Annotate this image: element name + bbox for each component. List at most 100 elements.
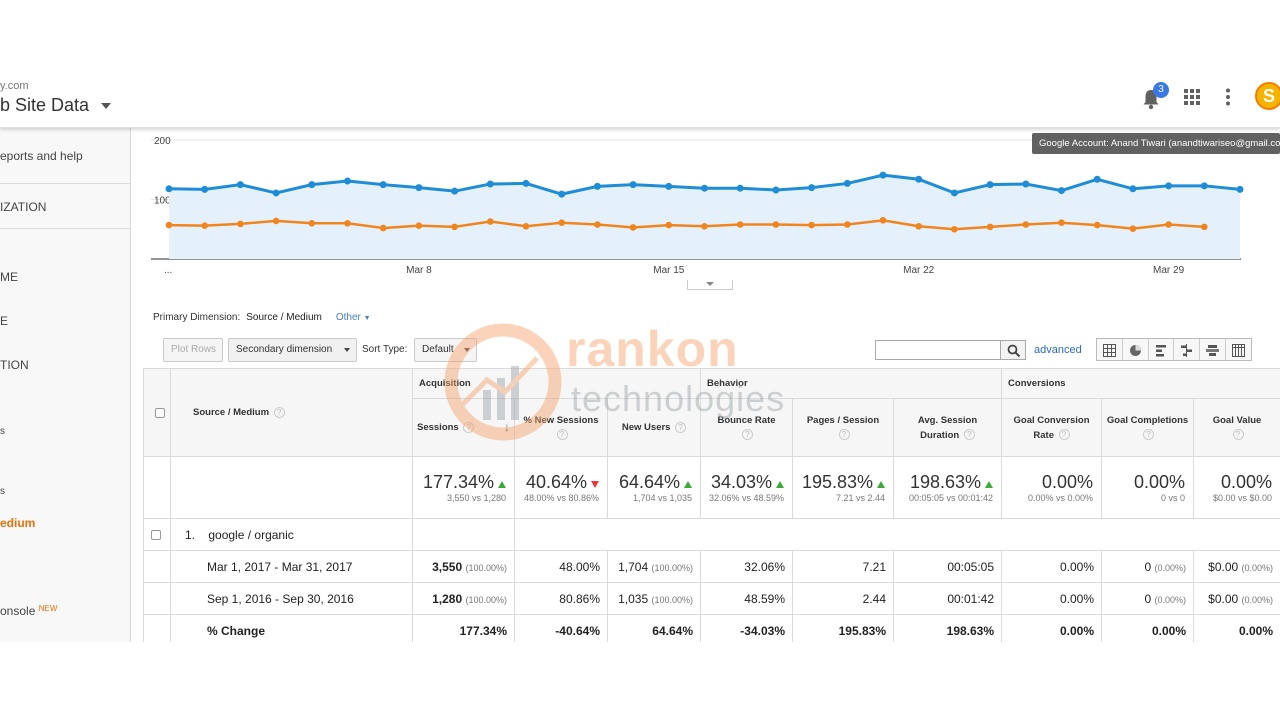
group-row-label[interactable]: 1. google / organic <box>170 518 413 551</box>
change-label: % Change <box>170 614 413 642</box>
primary-dimension-label: Primary Dimension: <box>153 312 241 323</box>
more-options-icon[interactable] <box>1225 88 1231 106</box>
row-empty-cell <box>143 614 171 642</box>
data-point-previous <box>379 224 387 232</box>
data-point-current <box>1129 185 1137 193</box>
change-pages-session: 195.83% <box>792 614 894 642</box>
help-icon[interactable]: ? <box>463 421 475 433</box>
sidebar-item-home[interactable]: ME <box>0 270 18 284</box>
help-icon[interactable]: ? <box>1232 429 1244 441</box>
data-point-current <box>665 182 673 190</box>
col-pages-session[interactable]: Pages / Session? <box>792 398 894 457</box>
sidebar-item-realtime[interactable]: E <box>0 314 9 328</box>
view-comparison-button[interactable] <box>1174 339 1201 360</box>
help-icon[interactable]: ? <box>273 406 285 418</box>
help-icon[interactable]: ? <box>963 429 975 441</box>
total-goal-conversion-rate-sub: 0.00% vs 0.00% <box>1027 492 1094 503</box>
secondary-dimension-dropdown[interactable]: Secondary dimension <box>228 338 357 362</box>
col-new-users[interactable]: New Users ? <box>607 398 701 457</box>
sidebar-item-sub-1[interactable]: s <box>0 426 5 437</box>
sidebar-item-search-console[interactable]: onsole NEW <box>0 604 57 618</box>
view-pivot-button[interactable] <box>1226 339 1251 360</box>
help-icon[interactable]: ? <box>838 429 850 441</box>
search-button[interactable] <box>1000 340 1026 360</box>
col-goal-value[interactable]: Goal Value? <box>1193 398 1280 457</box>
y-tick-label: 200 <box>154 136 171 147</box>
total-sessions: 177.34% 3,550 vs 1,280 <box>412 456 515 519</box>
col-pages-session-label: Pages / Session <box>806 414 880 426</box>
data-point-previous <box>1201 223 1208 231</box>
col-sessions[interactable]: Sessions ? ↓ <box>412 398 515 457</box>
plot-rows-button[interactable]: Plot Rows <box>163 338 223 362</box>
term-cloud-icon <box>1206 345 1220 356</box>
data-point-previous <box>986 223 994 231</box>
cell-new-users: 1,035 (100.00%) <box>607 582 701 615</box>
table-search-input[interactable] <box>875 340 1001 360</box>
data-point-previous <box>701 222 708 230</box>
data-point-previous <box>237 220 244 228</box>
primary-dimension-value[interactable]: Source / Medium <box>246 312 322 323</box>
dimension-header-label: Source / Medium <box>193 407 270 418</box>
total-goal-value-sub: $0.00 vs $0.00 <box>1212 492 1273 503</box>
advanced-filter-link[interactable]: advanced <box>1034 344 1082 356</box>
col-avg-session[interactable]: Avg. Session Duration ? <box>892 398 1003 457</box>
cell-goal-completions-value: 0 <box>1144 591 1152 606</box>
col-goal-conversion-rate[interactable]: Goal Conversion Rate ? <box>1001 398 1103 457</box>
group-acquisition: Acquisition <box>412 368 701 399</box>
help-icon[interactable]: ? <box>1058 429 1070 441</box>
total-avg-session-value: 198.63% <box>909 471 982 492</box>
apps-grid-icon[interactable] <box>1184 89 1200 105</box>
row-empty-cell <box>143 550 171 583</box>
cell-goal-conversion-rate: 0.00% <box>1001 550 1103 583</box>
chart-collapse-handle[interactable] <box>687 280 733 290</box>
view-data-button[interactable] <box>1097 339 1123 360</box>
other-dimension-link[interactable]: Other ▼ <box>336 312 371 323</box>
data-point-current <box>950 189 958 197</box>
total-sessions-sub: 3,550 vs 1,280 <box>446 492 506 503</box>
view-performance-button[interactable] <box>1149 339 1175 360</box>
pivot-table-icon <box>1232 344 1246 357</box>
col-new-sessions[interactable]: % New Sessions? <box>514 398 608 457</box>
cell-new-users-pct: (100.00%) <box>651 562 693 573</box>
cell-new-users-value: 1,704 <box>618 559 649 574</box>
sidebar-item-sub-2[interactable]: s <box>0 486 5 497</box>
view-term-cloud-button[interactable] <box>1200 339 1227 360</box>
sidebar-item-reports-help[interactable]: eports and help <box>0 149 83 163</box>
data-point-previous <box>665 221 673 229</box>
bar-list-icon <box>1155 345 1166 357</box>
help-icon[interactable]: ? <box>1143 429 1155 441</box>
account-tooltip: Google Account: Anand Tiwari (anandtiwar… <box>1032 133 1280 154</box>
sessions-line-chart: 200 100... Mar 8 Mar 15 Mar 22 Mar 29 <box>151 136 1244 276</box>
group-behavior: Behavior <box>699 368 1003 399</box>
data-point-current <box>986 181 994 189</box>
cell-sessions-pct: (100.00%) <box>465 594 507 605</box>
view-percentage-button[interactable] <box>1123 339 1149 360</box>
help-icon[interactable]: ? <box>556 429 568 441</box>
dimension-header[interactable]: Source / Medium ? <box>170 368 413 457</box>
select-all-checkbox[interactable] <box>155 407 165 418</box>
total-avg-session: 198.63% 00:05:05 vs 00:01:42 <box>892 456 1003 519</box>
sort-type-dropdown[interactable]: Default <box>414 338 477 362</box>
help-icon[interactable]: ? <box>742 429 753 441</box>
property-selector[interactable]: b Site Data <box>0 95 90 115</box>
total-bounce-rate-value: 34.03% <box>710 471 772 492</box>
cell-goal-completions-pct: (0.00%) <box>1154 562 1187 573</box>
col-goal-completions[interactable]: Goal Completions? <box>1101 398 1195 457</box>
comparison-icon <box>1181 344 1193 357</box>
help-icon[interactable]: ? <box>675 421 687 433</box>
col-bounce-rate[interactable]: Bounce Rate? <box>700 398 793 457</box>
cell-bounce-rate: 48.59% <box>700 582 793 615</box>
row-empty-cell <box>412 518 515 551</box>
row-checkbox[interactable] <box>151 529 161 540</box>
table-row: Mar 1, 2017 - Mar 31, 2017 3,550 (100.00… <box>143 550 1280 583</box>
data-point-current <box>629 181 637 189</box>
sidebar-item-source-medium[interactable]: edium <box>0 516 36 530</box>
total-goal-conversion-rate-value: 0.00% <box>1041 471 1094 492</box>
sidebar-item-customization[interactable]: IZATION <box>0 200 47 214</box>
sidebar-item-acquisition[interactable]: TION <box>0 358 29 372</box>
property-caret-icon[interactable] <box>101 103 111 109</box>
avatar[interactable]: S <box>1255 82 1280 110</box>
x-tick-label: Mar 22 <box>903 265 935 276</box>
source-medium-value[interactable]: google / organic <box>208 527 294 542</box>
data-point-current <box>201 185 209 193</box>
